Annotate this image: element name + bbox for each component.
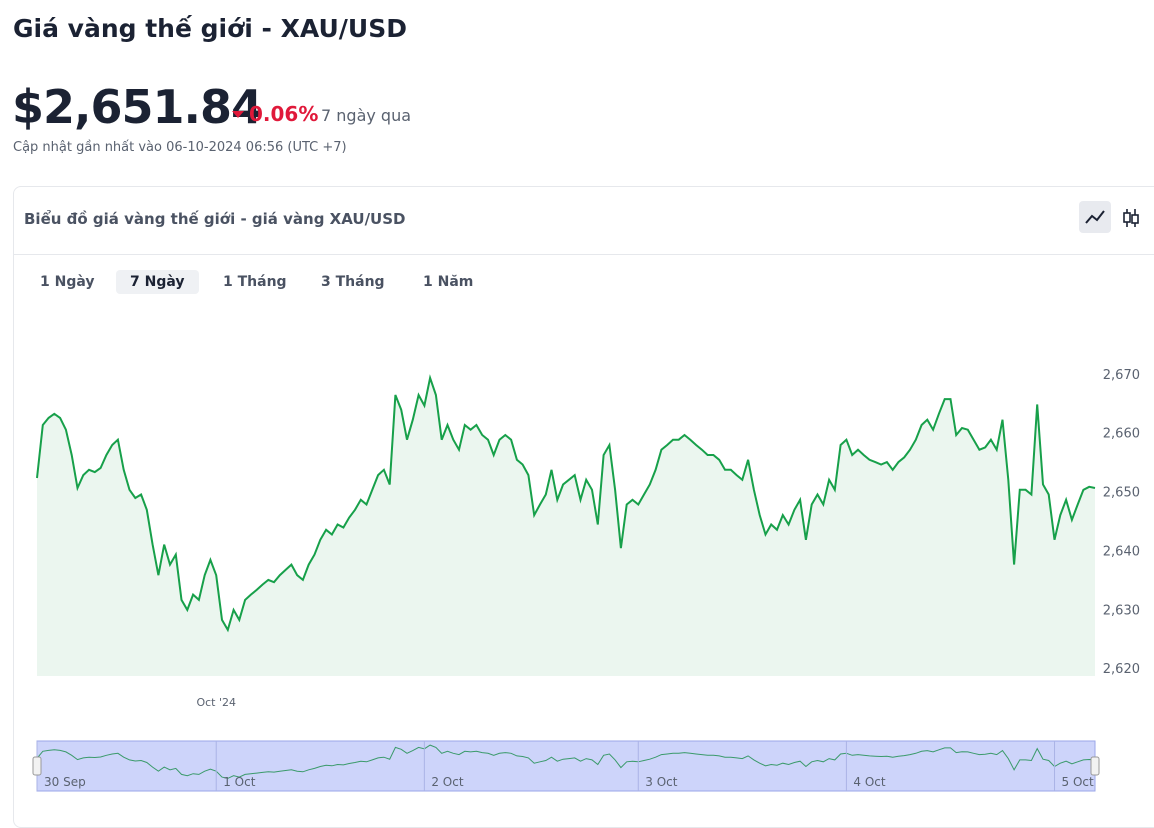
y-tick-label: 2,640 <box>1103 544 1140 559</box>
navigator-label: 5 Oct <box>1062 775 1094 789</box>
candle-mode-button[interactable] <box>1123 209 1139 227</box>
y-tick-label: 2,650 <box>1103 486 1140 501</box>
navigator-label: 4 Oct <box>853 775 885 789</box>
y-tick-label: 2,660 <box>1103 427 1140 442</box>
line-mode-button[interactable] <box>1079 201 1111 233</box>
page-title: Giá vàng thế giới - XAU/USD <box>13 14 407 43</box>
y-tick-label: 2,620 <box>1103 662 1140 677</box>
separator <box>14 254 1154 255</box>
chart: 2,620 2,630 2,640 2,650 2,660 2,670 Oct '24 30 … <box>32 368 1140 792</box>
range-tab[interactable]: 1 Ngày <box>40 274 95 290</box>
chart-type-toggle <box>1079 201 1139 233</box>
area <box>37 377 1095 676</box>
range-tab[interactable]: 1 Tháng <box>223 274 287 290</box>
x-tick-label: Oct '24 <box>196 696 236 709</box>
navigator-bg <box>36 740 1096 792</box>
price-line <box>36 374 1096 633</box>
range-tab[interactable]: 1 Năm <box>423 274 474 290</box>
price: $2,651.84 <box>12 80 263 134</box>
updated: Cập nhật gần nhất vào 06-10-2024 06:56 (… <box>13 140 347 155</box>
y-tick-label: 2,670 <box>1103 368 1140 383</box>
navigator-handle[interactable] <box>32 756 42 776</box>
down-arrow <box>232 111 244 118</box>
range-tab[interactable]: 7 Ngày <box>116 270 199 294</box>
range-tab[interactable]: 3 Tháng <box>321 274 385 290</box>
navigator-label: 1 Oct <box>223 775 255 789</box>
navigator-label: 3 Oct <box>645 775 677 789</box>
navigator-label: 2 Oct <box>431 775 463 789</box>
page: Giá vàng thế giới - XAU/USD $2,651.84 0.… <box>12 14 1154 828</box>
navigator-handle[interactable] <box>1090 756 1100 776</box>
navigator-line <box>36 744 1096 779</box>
y-tick-label: 2,630 <box>1103 603 1140 618</box>
card-title: Biểu đồ giá vàng thế giới - giá vàng XAU… <box>24 210 406 228</box>
navigator-label: 30 Sep <box>44 775 86 789</box>
period: 7 ngày qua <box>321 106 412 125</box>
change: 0.06% <box>249 102 319 126</box>
